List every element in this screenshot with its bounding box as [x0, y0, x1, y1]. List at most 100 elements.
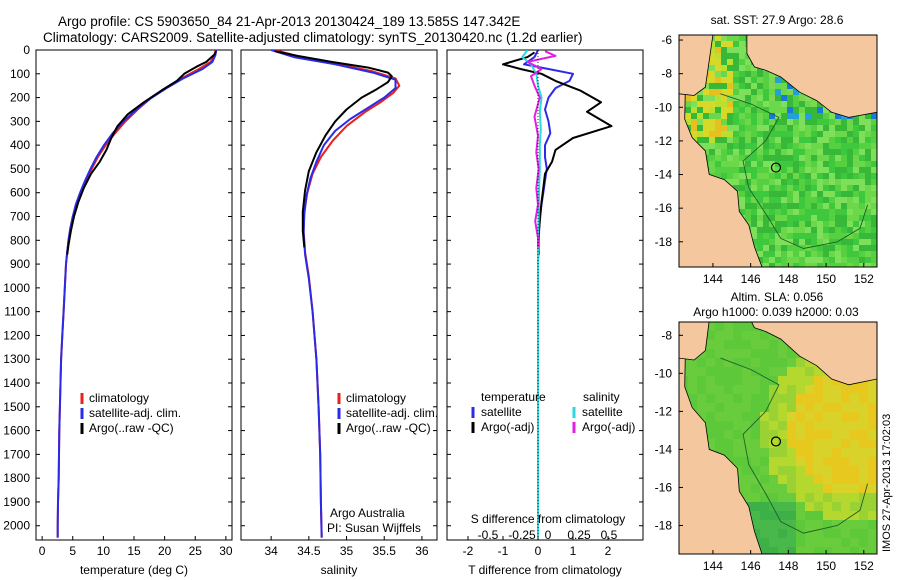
- sla_map-cell: [868, 475, 877, 484]
- temperature-xtick-label: 10: [97, 544, 111, 558]
- sla_map-cell: [823, 475, 832, 484]
- sst_map-cell: [823, 197, 829, 203]
- sst_map-cell: [751, 71, 757, 77]
- sla_map-cell: [733, 367, 742, 376]
- sla_map-cell: [868, 385, 877, 394]
- sla_map-cell: [787, 376, 796, 385]
- sla_map-cell: [724, 340, 733, 349]
- sst_map-depth-contour: [720, 93, 869, 249]
- sla_map-cell: [769, 520, 778, 529]
- sst_map-cell: [715, 77, 721, 83]
- sla_map-cell: [796, 529, 805, 538]
- sst_map-cell: [793, 251, 799, 257]
- sla_map-cell: [823, 520, 832, 529]
- sst_map-cell: [841, 215, 847, 221]
- sla_map-cell: [823, 484, 832, 493]
- sst_map-cell: [775, 89, 781, 95]
- sst_map-cell: [715, 65, 721, 71]
- sst_map-cell: [829, 185, 835, 191]
- sla_map-xtick-label: 152: [854, 559, 874, 573]
- sla_map-cell: [823, 529, 832, 538]
- sst_map-cell: [865, 215, 871, 221]
- sst_map-cell: [853, 197, 859, 203]
- sst_map-cell: [799, 155, 805, 161]
- sst_map-cell: [793, 125, 799, 131]
- sst_map-cell: [745, 95, 751, 101]
- sst_map-cell: [817, 119, 823, 125]
- sla_map-cell: [859, 457, 868, 466]
- sst_map-cell: [763, 251, 769, 257]
- sst_map-cell: [751, 125, 757, 131]
- sst_map-cell: [805, 203, 811, 209]
- sst_map-cell: [817, 191, 823, 197]
- sla_map-cell: [760, 367, 769, 376]
- sst_map-cell: [865, 209, 871, 215]
- sst_map-cell: [739, 41, 745, 47]
- sla_map-cell: [760, 421, 769, 430]
- sst_map-cell: [865, 149, 871, 155]
- sla_map-layer: [679, 322, 877, 554]
- sst_map-cell: [727, 77, 733, 83]
- sla_map-cell: [868, 457, 877, 466]
- sst_map-cell: [847, 119, 853, 125]
- sla_map-xtick-label: 144: [703, 559, 723, 573]
- sla_map-xtick-label: 150: [816, 559, 836, 573]
- sst_map-cell: [805, 197, 811, 203]
- sst_map-cell: [739, 149, 745, 155]
- sst_map-cell: [787, 203, 793, 209]
- salinity-series-satellite: [270, 50, 397, 538]
- sst_map-cell: [805, 137, 811, 143]
- sst_map-cell: [739, 35, 745, 41]
- sst_map-cell: [763, 161, 769, 167]
- sst_map-cell: [751, 173, 757, 179]
- sla_map-cell: [769, 412, 778, 421]
- sst_map-cell: [823, 233, 829, 239]
- sst_map-cell: [859, 119, 865, 125]
- sla_map-cell: [751, 367, 760, 376]
- sst_map-cell: [841, 251, 847, 257]
- sst_map-cell: [811, 137, 817, 143]
- sst_map-cell: [757, 149, 763, 155]
- sst_map-cell: [853, 185, 859, 191]
- sla_map-land-png: [751, 322, 877, 386]
- sst_map-cell: [817, 233, 823, 239]
- sla_map-cell: [742, 340, 751, 349]
- sst_map-cell: [727, 83, 733, 89]
- salinity-annotation-line-1: Argo Australia: [330, 506, 405, 520]
- sst_map-cell: [703, 113, 709, 119]
- depth-tick-label: 1900: [3, 495, 30, 509]
- sla_map-cell: [850, 448, 859, 457]
- sst_map-cell: [829, 239, 835, 245]
- sst_map-cell: [847, 167, 853, 173]
- sst_map-cell: [739, 179, 745, 185]
- sst_map-cell: [823, 257, 829, 263]
- sst_map-cell: [733, 65, 739, 71]
- sst_map-cell: [859, 209, 865, 215]
- sst_map-cell: [787, 227, 793, 233]
- sst_map-cell: [817, 179, 823, 185]
- sst_map-cell: [817, 125, 823, 131]
- sst_map-cell: [871, 113, 877, 119]
- sst_map-cell: [787, 245, 793, 251]
- sst_map-ytick-label: -14: [655, 168, 673, 182]
- sst_map-cell: [721, 107, 727, 113]
- sst_map-cell: [835, 245, 841, 251]
- sla_map-ytick-label: -12: [655, 404, 673, 418]
- sst_map-cell: [841, 143, 847, 149]
- sst_map-cell: [817, 209, 823, 215]
- sst_map-cell: [745, 83, 751, 89]
- sst_map-cell: [775, 197, 781, 203]
- sst_map-cell: [733, 71, 739, 77]
- sst_map-cell: [853, 215, 859, 221]
- sst_map-cell: [865, 221, 871, 227]
- sst_map-land-png: [746, 35, 877, 118]
- sla_map-cell: [787, 466, 796, 475]
- sla_map-ytick-label: -10: [655, 366, 673, 380]
- sst_map-cell: [781, 113, 787, 119]
- sst_map-cell: [709, 71, 715, 77]
- sla_map-cell: [796, 484, 805, 493]
- sst_map-cell: [709, 65, 715, 71]
- sst_map-cell: [835, 233, 841, 239]
- sla_map-cell: [850, 520, 859, 529]
- sst_map-cell: [853, 209, 859, 215]
